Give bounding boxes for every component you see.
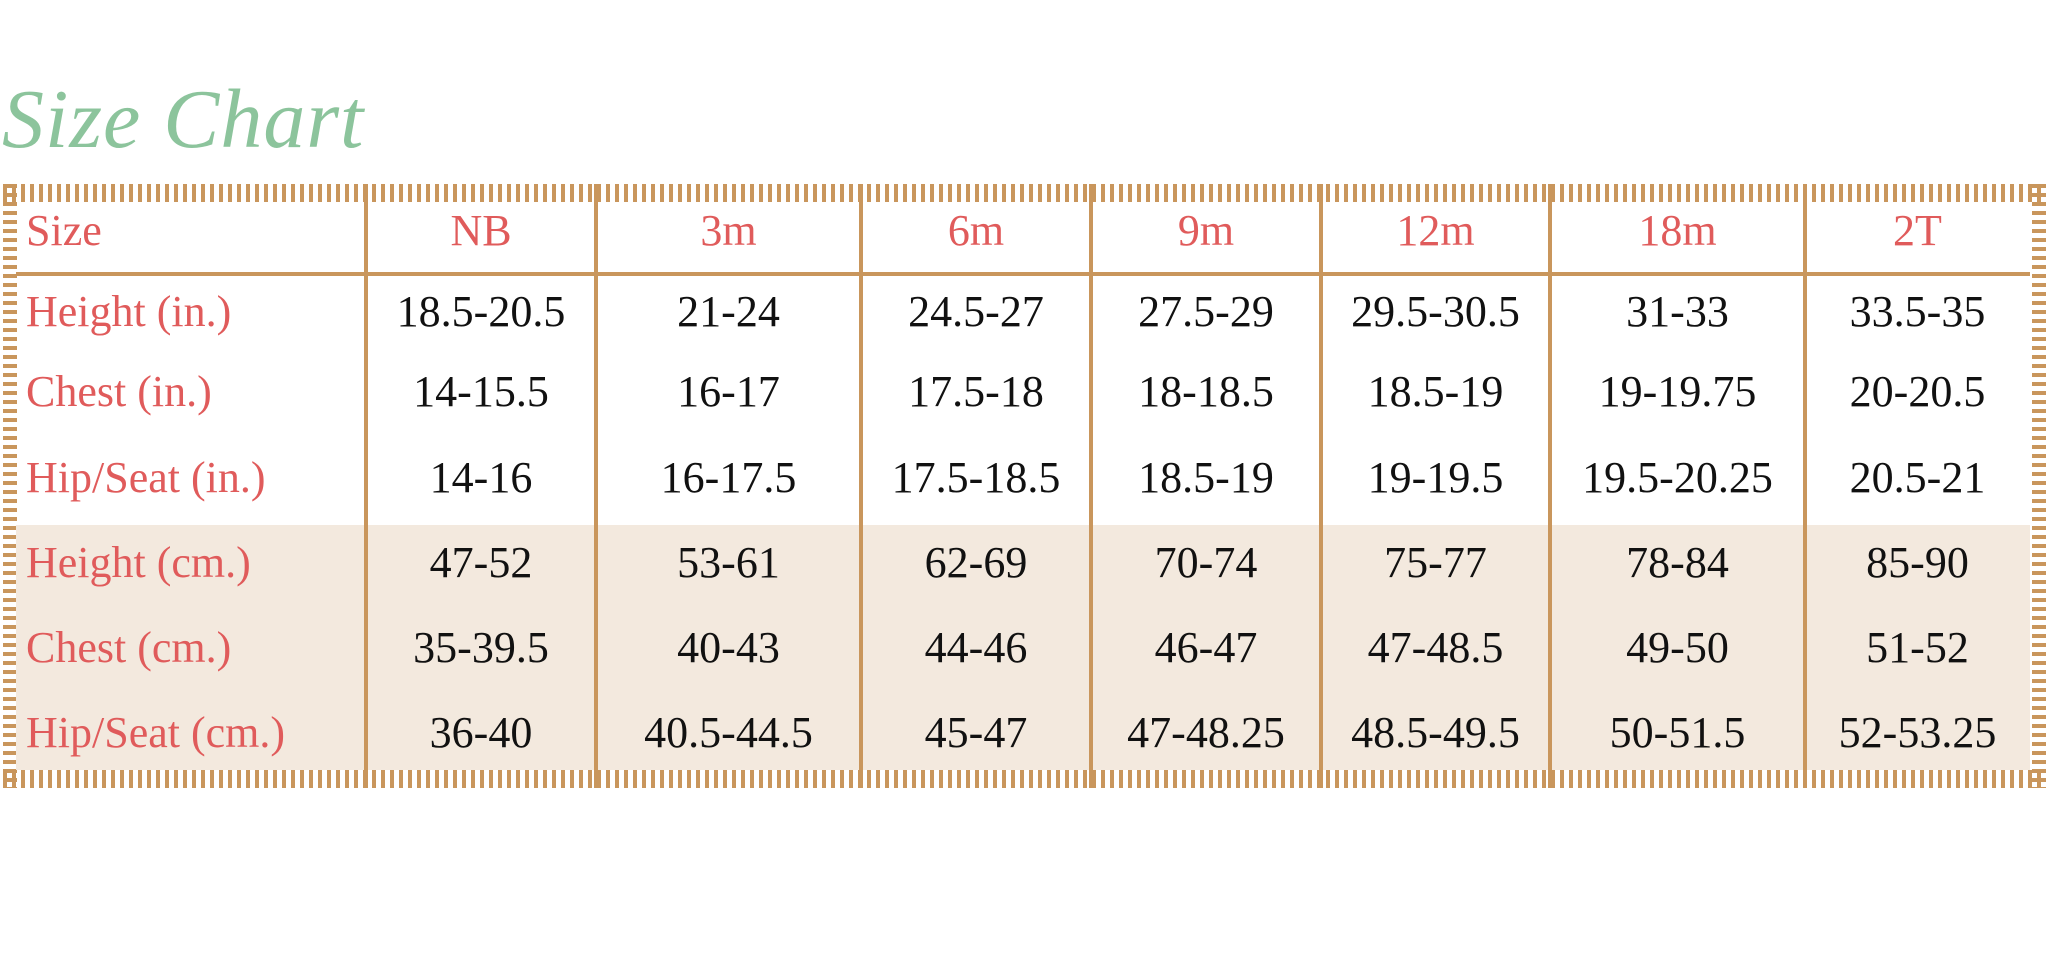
table-cell: 29.5-30.5: [1351, 287, 1520, 336]
table-cell: 20-20.5: [1849, 367, 1986, 416]
size-chart-table: Size NB 3m 6m 9m 12m 18m 2T Height (in.) 18.5-20.…: [16, 184, 2030, 788]
column-divider: [594, 184, 598, 788]
table-cell: 70-74: [1154, 538, 1258, 587]
table-cell: 50-51.5: [1609, 708, 1746, 757]
table-cell: 17.5-18.5: [891, 453, 1061, 502]
row-label: Chest (cm.): [26, 623, 232, 672]
column-divider: [1089, 184, 1093, 788]
row-label: Height (cm.): [26, 538, 251, 587]
table-cell: 75-77: [1384, 538, 1487, 587]
table-cell: 40.5-44.5: [644, 708, 813, 757]
column-divider: [1319, 184, 1323, 788]
table-cell: 19-19.75: [1598, 367, 1757, 416]
row-label: Height (in.): [26, 287, 232, 336]
table-cell: 14-16: [429, 453, 533, 502]
metric-section-background: [16, 525, 2030, 770]
table-cell: 48.5-49.5: [1351, 708, 1520, 757]
size-header-cell: 3m: [700, 206, 757, 255]
table-cell: 40-43: [677, 623, 780, 672]
header-divider: [16, 272, 2030, 276]
table-cell: 17.5-18: [908, 367, 1044, 416]
size-header-cell: 18m: [1638, 206, 1717, 255]
size-header-cell: NB: [450, 206, 512, 255]
table-cell: 18-18.5: [1138, 367, 1274, 416]
table-cell: 18.5-19: [1367, 367, 1504, 416]
table-cell: 47-48.5: [1367, 623, 1504, 672]
table-cell: 14-15.5: [413, 367, 549, 416]
table-cell: 35-39.5: [413, 623, 549, 672]
column-divider: [1803, 184, 1807, 788]
column-divider: [859, 184, 863, 788]
table-cell: 21-24: [677, 287, 780, 336]
header-label: Size: [26, 206, 102, 255]
size-header-cell: 2T: [1893, 206, 1942, 255]
table-cell: 24.5-27: [908, 287, 1044, 336]
table-border-bottom: [3, 770, 2046, 788]
table-border-left: [3, 184, 17, 788]
row-label: Hip/Seat (in.): [26, 453, 266, 502]
size-header-cell: 6m: [947, 206, 1005, 255]
table-cell: 31-33: [1626, 287, 1729, 336]
table-cell: 62-69: [924, 538, 1028, 587]
table-cell: 16-17.5: [660, 453, 797, 502]
table-border-top: [3, 184, 2046, 202]
row-label: Hip/Seat (cm.): [26, 708, 286, 757]
table-cell: 46-47: [1154, 623, 1258, 672]
table-cell: 20.5-21: [1849, 453, 1986, 502]
table-cell: 51-52: [1866, 623, 1969, 672]
table-cell: 49-50: [1626, 623, 1729, 672]
table-cell: 18.5-19: [1138, 453, 1274, 502]
table-cell: 78-84: [1626, 538, 1729, 587]
row-label: Chest (in.): [26, 367, 212, 416]
table-cell: 53-61: [677, 538, 780, 587]
table-cell: 36-40: [429, 708, 533, 757]
size-header-cell: 12m: [1396, 206, 1475, 255]
column-divider: [364, 184, 368, 788]
table-cell: 44-46: [924, 623, 1028, 672]
table-cell: 19-19.5: [1367, 453, 1504, 502]
size-header-cell: 9m: [1177, 206, 1235, 255]
table-cell: 27.5-29: [1138, 287, 1274, 336]
table-cell: 52-53.25: [1838, 708, 1997, 757]
column-divider: [1548, 184, 1552, 788]
table-cell: 47-48.25: [1127, 708, 1285, 757]
table-cell: 85-90: [1866, 538, 1969, 587]
table-cell: 47-52: [429, 538, 533, 587]
table-cell: 33.5-35: [1849, 287, 1986, 336]
table-border-right: [2032, 184, 2046, 788]
table-cell: 16-17: [677, 367, 780, 416]
table-cell: 45-47: [924, 708, 1028, 757]
page-title: Size Chart: [2, 73, 365, 166]
table-cell: 18.5-20.5: [396, 287, 566, 336]
table-cell: 19.5-20.25: [1582, 453, 1773, 502]
